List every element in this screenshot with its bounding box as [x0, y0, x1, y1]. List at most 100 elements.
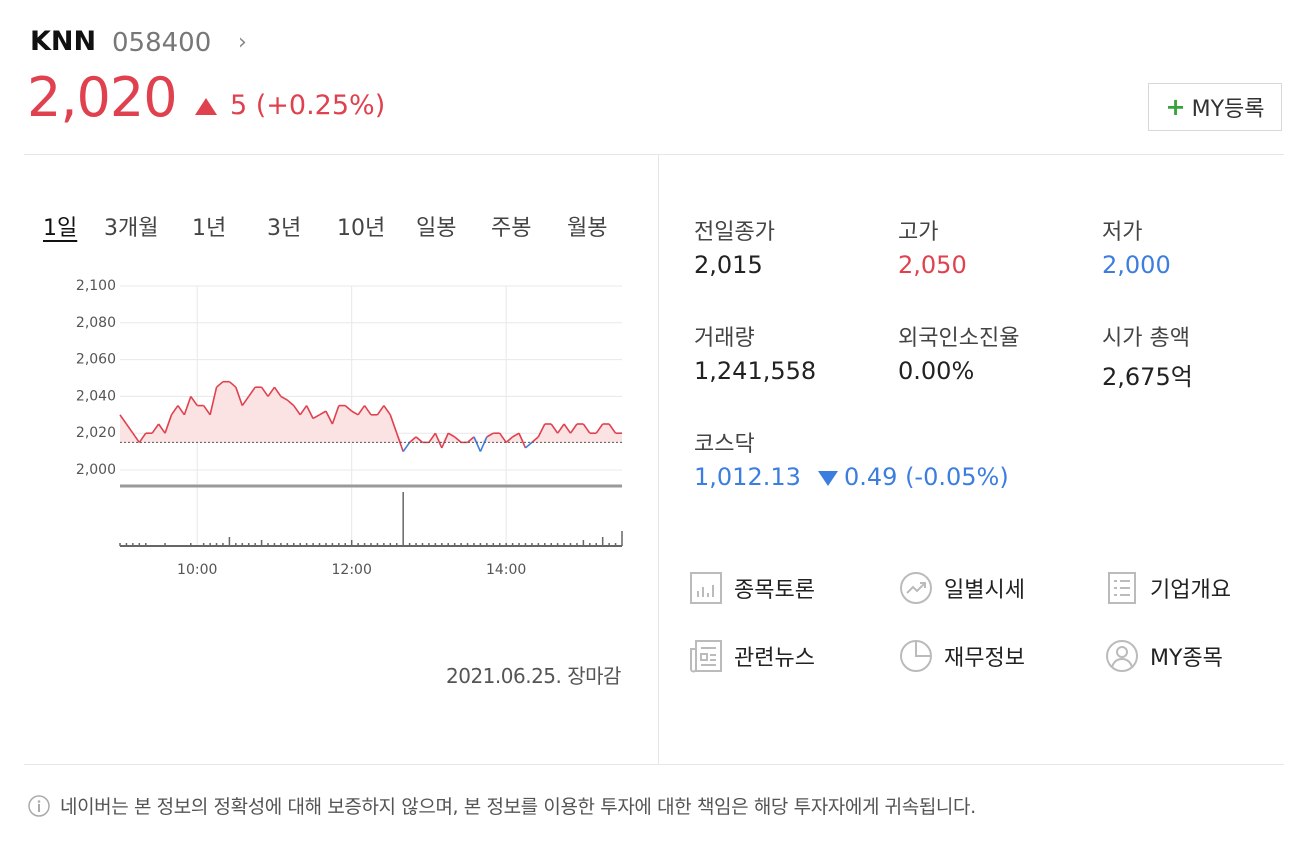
price-line-segment	[190, 395, 198, 407]
related-news-label: 관련뉴스	[734, 646, 815, 671]
company-overview-label: 기업개요	[1150, 578, 1231, 603]
financials-link[interactable]: 재무정보	[898, 638, 1025, 674]
volume-value: 1,241,558	[694, 357, 817, 385]
divider	[658, 155, 659, 764]
tab-3m[interactable]: 3개월	[104, 216, 159, 241]
price-line-segment	[305, 405, 314, 419]
price-line-segment	[357, 405, 366, 416]
stock-code-link[interactable]: 058400	[112, 28, 212, 58]
low-value: 2,000	[1102, 251, 1171, 279]
price-line-segment	[183, 396, 192, 416]
daily-price-link[interactable]: 일별시세	[898, 570, 1025, 606]
price-line-segment	[531, 436, 539, 444]
high-label: 고가	[898, 220, 939, 245]
tab-3y[interactable]: 3년	[267, 216, 302, 241]
price-line-segment	[409, 436, 417, 444]
up-triangle-icon	[195, 98, 217, 115]
divider	[24, 154, 1284, 155]
price-line-segment	[267, 386, 276, 397]
newspaper-icon	[688, 638, 724, 674]
price-line-segment	[595, 423, 604, 434]
price-line-segment	[216, 381, 224, 388]
price-line-segment	[512, 432, 520, 438]
discussion-label: 종목토론	[734, 578, 815, 603]
price-line-segment	[293, 405, 301, 416]
disclaimer: 네이버는 본 정보의 정확성에 대해 보증하지 않으며, 본 정보를 이용한 투…	[28, 792, 976, 819]
price-line-segment	[441, 432, 449, 449]
price-line-segment	[164, 414, 173, 434]
tab-weekly-candle[interactable]: 주봉	[491, 216, 532, 241]
chevron-right-icon[interactable]: ›	[238, 30, 247, 55]
price-line-segment	[383, 405, 391, 416]
price-line-segment	[235, 386, 244, 406]
low-label: 저가	[1102, 220, 1143, 245]
price-line-segment	[608, 423, 617, 434]
tab-1d[interactable]: 1일	[43, 216, 78, 241]
price-line-segment	[486, 432, 494, 438]
price-line-segment	[428, 432, 437, 443]
price-line-segment	[402, 441, 411, 453]
price-line-segment	[286, 399, 295, 407]
price-line-segment	[273, 386, 282, 397]
price-line-segment	[556, 423, 565, 434]
price-line-segment	[119, 414, 128, 425]
company-overview-link[interactable]: 기업개요	[1104, 570, 1231, 606]
trend-circle-icon	[898, 570, 934, 606]
price-line-segment	[280, 395, 288, 401]
price-line-segment	[209, 387, 218, 415]
prev-close-value: 2,015	[694, 251, 763, 279]
high-value: 2,050	[898, 251, 967, 279]
price-line-segment	[415, 436, 424, 444]
info-icon	[28, 794, 50, 817]
y-tick-label: 2,020	[76, 425, 116, 441]
volume-label: 거래량	[694, 326, 755, 351]
tab-1y[interactable]: 1년	[192, 216, 227, 241]
discussion-link[interactable]: 종목토론	[688, 570, 815, 606]
tab-monthly-candle[interactable]: 월봉	[567, 216, 608, 241]
my-register-button[interactable]: + MY등록	[1148, 83, 1282, 131]
y-tick-label: 2,080	[76, 315, 116, 331]
x-tick-label: 14:00	[486, 562, 526, 578]
price-area	[120, 381, 622, 443]
my-stocks-link[interactable]: MY종목	[1104, 638, 1223, 674]
price-line-segment	[170, 405, 179, 416]
price-line-segment	[582, 423, 591, 434]
price-line-segment	[177, 405, 186, 416]
price-line-segment	[454, 436, 462, 444]
price-change: 5 (+0.25%)	[230, 90, 386, 121]
price-line-segment	[260, 386, 269, 397]
price-line-segment	[299, 405, 308, 416]
market-cap-label: 시가 총액	[1102, 326, 1190, 351]
price-line-segment	[518, 432, 527, 449]
x-tick-label: 12:00	[332, 562, 372, 578]
stock-name: KNN	[30, 26, 97, 57]
price-line-segment	[389, 414, 398, 434]
y-tick-label: 2,100	[76, 278, 116, 294]
related-news-link[interactable]: 관련뉴스	[688, 638, 815, 674]
foreign-ratio-label: 외국인소진율	[898, 326, 1020, 351]
price-line-segment	[312, 414, 320, 420]
market-cap-value: 2,675억	[1102, 363, 1193, 391]
price-line-segment	[248, 386, 256, 397]
price-line-segment	[395, 432, 404, 452]
kosdaq-change: 0.49 (-0.05%)	[844, 463, 1009, 491]
kosdaq-value: 1,012.13	[694, 463, 801, 491]
price-line-segment	[344, 404, 353, 412]
price-line-segment	[351, 410, 359, 416]
user-circle-icon	[1104, 638, 1140, 674]
price-line-segment	[499, 432, 507, 443]
tab-daily-candle[interactable]: 일봉	[416, 216, 457, 241]
price-line-segment	[151, 423, 160, 434]
price-line-segment	[447, 432, 456, 438]
financials-label: 재무정보	[944, 646, 1025, 671]
kosdaq-label: 코스닥	[694, 432, 755, 457]
y-tick-label: 2,040	[76, 388, 116, 404]
plus-icon: +	[1165, 93, 1186, 121]
x-tick-label: 10:00	[177, 562, 217, 578]
price-line-segment	[479, 436, 488, 452]
my-stocks-label: MY종목	[1150, 646, 1223, 671]
market-close-date: 2021.06.25. 장마감	[446, 664, 621, 688]
price-line-segment	[467, 436, 475, 444]
tab-10y[interactable]: 10년	[337, 216, 386, 241]
down-triangle-icon	[818, 471, 838, 486]
